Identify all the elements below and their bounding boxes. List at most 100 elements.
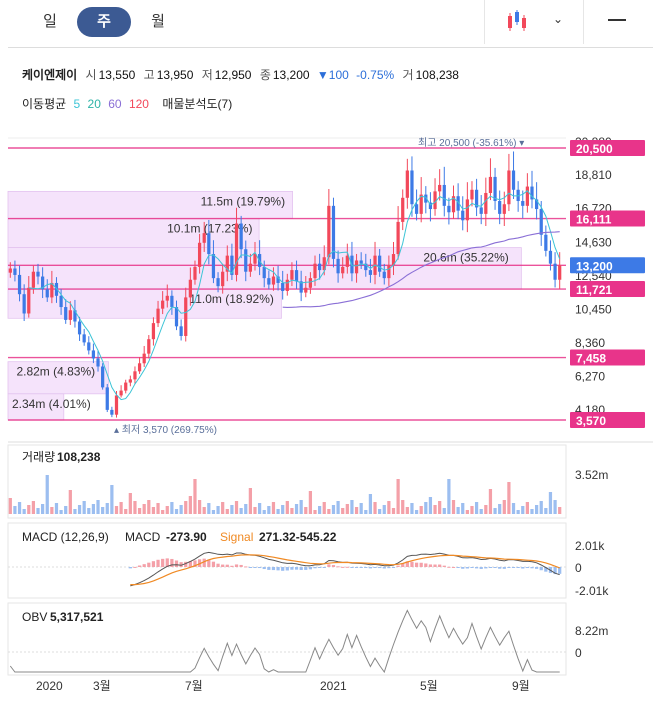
candle-body [202, 233, 206, 243]
volume-bar [368, 494, 373, 514]
volume-bar [465, 510, 469, 514]
price-level-tag [570, 349, 645, 366]
candle-body [548, 250, 553, 264]
macd-histogram-bar [234, 564, 239, 567]
candle-body [331, 205, 336, 259]
candle-body [479, 207, 483, 214]
macd-histogram-bar [368, 567, 373, 569]
macd-histogram-bar [516, 567, 520, 568]
volume-bar [322, 502, 326, 514]
chevron-down-icon[interactable]: ⌄ [553, 12, 564, 26]
macd-histogram-bar [336, 566, 340, 568]
moving-average-legend[interactable]: 이동평균 5 20 60 120 매물분석도(7) [22, 95, 236, 112]
macd-histogram-bar [378, 567, 382, 569]
macd-panel-label: MACD (12,26,9) [22, 530, 109, 544]
volume-bar [87, 508, 91, 514]
candle-body [91, 350, 96, 359]
candle-body [119, 390, 123, 396]
volume-bar [45, 475, 49, 514]
macd-histogram-bar [484, 567, 488, 569]
macd-panel-frame [7, 522, 567, 599]
candle-body [207, 233, 211, 255]
toolbar-divider [583, 0, 584, 44]
candle-body [216, 278, 220, 287]
volume-bar [133, 501, 137, 514]
volume-panel-value: 108,238 [57, 450, 101, 464]
volume-profile-layer: 11.5m (19.79%) 10.1m (17.23%) 20.6m (35.22… [7, 190, 522, 421]
candle-body [327, 205, 331, 258]
volume-bar [516, 510, 520, 514]
macd-histogram-bar [221, 564, 225, 567]
price-level-tag [570, 257, 645, 274]
candle-body [82, 334, 86, 343]
candle-body [341, 266, 345, 274]
candle-body [244, 249, 248, 272]
candle-body [41, 276, 45, 290]
ma-label: 이동평균 [22, 97, 67, 111]
macd-histogram-bar [387, 567, 391, 569]
open-value: 13,550 [98, 68, 136, 82]
macd-signal-line [130, 554, 560, 586]
candle-body [234, 223, 239, 275]
tab-weekly[interactable]: 주 [77, 7, 131, 37]
volume-bar [378, 509, 382, 514]
macd-histogram-bar [165, 558, 169, 567]
candle-body [553, 263, 557, 280]
macd-histogram-bar [465, 567, 469, 569]
candle-body [322, 257, 326, 271]
change-percent: -0.75% [356, 68, 395, 82]
macd-label: MACD [125, 530, 161, 544]
volume-bar [50, 507, 54, 514]
macd-histogram-bar [451, 566, 456, 568]
volume-bar [502, 500, 506, 514]
volume-bar [216, 506, 220, 514]
volume-profile-label: 2.82m (4.83%) [16, 365, 95, 379]
volume-bar [128, 493, 132, 514]
candle-body [271, 276, 276, 285]
macd-histogram-bar [133, 566, 137, 568]
volume-bar [553, 500, 557, 514]
candlestick-chart-icon[interactable] [506, 10, 532, 32]
candle-body [248, 263, 252, 272]
tab-daily[interactable]: 일 [43, 13, 57, 30]
menu-icon[interactable] [608, 19, 626, 21]
candle-body [470, 189, 474, 200]
volume-bar [142, 504, 146, 514]
candle-body [114, 395, 119, 415]
candle-body [184, 297, 188, 336]
header-divider [8, 47, 653, 48]
volume-profile-bar [7, 361, 109, 395]
volume-bar [230, 505, 234, 514]
obv-axis-top: 8.22m [575, 624, 608, 638]
x-axis-label: 5월 [420, 679, 438, 693]
volume-bar [470, 506, 474, 514]
price-tick-label: 10,450 [575, 302, 612, 316]
volume-profile-label: 매물분석도(7) [162, 97, 233, 111]
candle-body [530, 186, 534, 200]
volume-bar [558, 507, 562, 514]
macd-histogram-bar [318, 567, 322, 568]
macd-histogram-bar [359, 567, 363, 568]
candle-body [110, 409, 114, 415]
macd-histogram-bar [479, 567, 483, 569]
tab-monthly[interactable]: 월 [151, 13, 165, 30]
candle-body [188, 279, 192, 298]
volume-bar [8, 498, 12, 514]
candle-body [151, 323, 156, 340]
macd-histogram-bar [507, 567, 511, 568]
volume-bar [544, 508, 548, 514]
volume-bar [382, 505, 386, 514]
volume-bar [179, 505, 183, 514]
macd-histogram-bar [239, 564, 243, 567]
macd-histogram-bar [544, 567, 548, 572]
macd-histogram-bar [197, 559, 202, 567]
macd-histogram-bar [354, 567, 359, 568]
candle-body [45, 289, 49, 298]
candle-body [419, 194, 423, 214]
macd-line [130, 551, 560, 587]
close-value: 13,200 [272, 68, 310, 82]
candle-body [521, 201, 525, 206]
ma120-label: 120 [128, 97, 149, 111]
macd-histogram-bar [396, 565, 400, 567]
volume-profile-bar [7, 218, 260, 249]
